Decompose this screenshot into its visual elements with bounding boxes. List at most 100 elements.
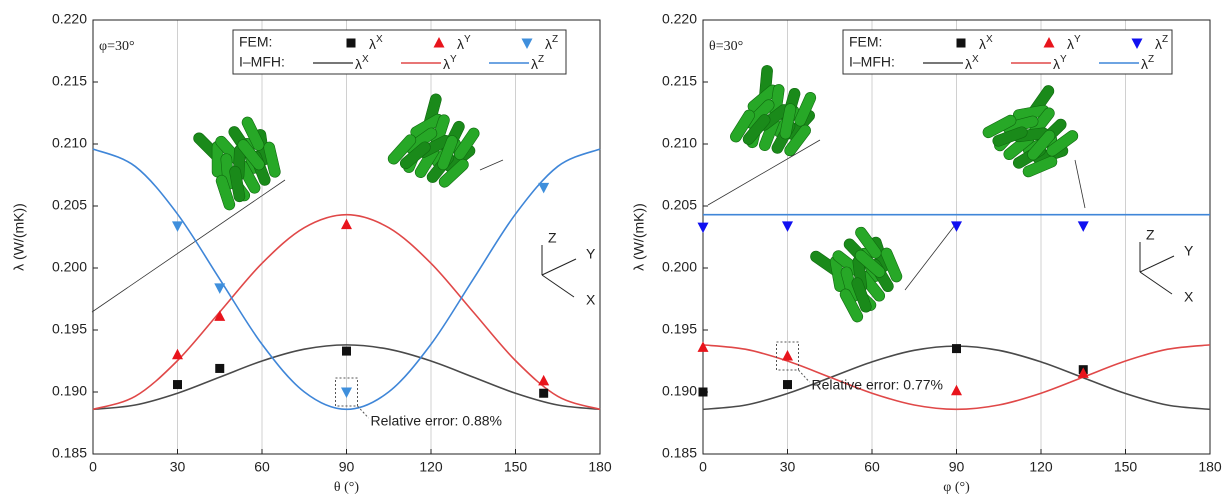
pointer-arrow [1074, 159, 1086, 209]
triad-axis [1139, 271, 1173, 295]
x-tick-label: 60 [864, 459, 880, 475]
fiber [237, 139, 265, 171]
x-tick-label: 180 [1198, 459, 1222, 475]
note: Relative error: 0.77% [812, 377, 944, 393]
y-tick-label: 0.200 [52, 259, 87, 275]
y-tick-label: 0.190 [52, 383, 87, 399]
fiber [1022, 155, 1058, 178]
fiber [263, 141, 281, 178]
x-tick-label: 0 [89, 459, 97, 475]
fiber [229, 165, 246, 203]
note-box [776, 341, 799, 371]
marker [341, 387, 352, 398]
x-axis-title: θ (°) [334, 480, 359, 495]
triad-label: Z [548, 230, 557, 246]
fiber [784, 124, 811, 157]
y-tick-label: 0.200 [662, 259, 697, 275]
fiber-cluster [387, 93, 480, 188]
marker [1077, 221, 1089, 232]
marker [433, 37, 445, 48]
marker [346, 38, 356, 48]
pointer-arrow [904, 224, 956, 291]
legend-label: λX [355, 54, 369, 72]
legend-label: λY [443, 54, 457, 72]
legend-label: λY [1053, 54, 1067, 72]
fiber [453, 127, 480, 160]
legend-label: λZ [1155, 34, 1168, 52]
triad-axis [1139, 255, 1175, 273]
y-tick-label: 0.195 [662, 321, 697, 337]
marker [538, 182, 550, 194]
legend-title: FEM: [239, 34, 272, 50]
panel-annotation: θ=30° [709, 39, 743, 54]
triad-label: X [586, 292, 596, 308]
y-tick-label: 0.215 [52, 73, 87, 89]
y-axis-title: λ (W/(mK)) [11, 203, 27, 271]
legend-title: I–MFH: [849, 54, 895, 70]
note-box [335, 377, 358, 407]
fiber-cluster [982, 85, 1079, 178]
fiber [437, 135, 458, 171]
y-tick-label: 0.205 [52, 197, 87, 213]
triad-axis [541, 258, 577, 276]
legend-label: λZ [1141, 54, 1154, 72]
triad-label: Z [1146, 227, 1155, 243]
fiber [851, 277, 872, 313]
triad-axis [541, 274, 575, 298]
x-tick-label: 120 [419, 459, 443, 475]
fiber [387, 134, 417, 165]
fiber [438, 158, 469, 188]
x-tick-label: 90 [949, 459, 965, 475]
marker [951, 221, 962, 232]
fiber [880, 247, 903, 283]
marker [782, 221, 793, 232]
y-tick-label: 0.195 [52, 321, 87, 337]
fiber [730, 109, 755, 143]
line-series [702, 344, 1211, 411]
x-tick-label: 60 [254, 459, 270, 475]
marker [951, 384, 962, 396]
fiber-cluster [810, 226, 903, 323]
y-tick-label: 0.185 [52, 445, 87, 461]
fiber [399, 141, 431, 170]
fiber [1027, 129, 1056, 161]
marker [521, 38, 533, 49]
marker [215, 363, 225, 373]
marker [697, 222, 709, 234]
marker [782, 350, 793, 361]
fiber [854, 249, 886, 278]
y-tick-label: 0.210 [52, 135, 87, 151]
fiber-cluster [193, 116, 281, 211]
legend-label: λX [979, 34, 993, 52]
marker [172, 348, 183, 360]
fiber [839, 288, 864, 323]
plot-frame [702, 19, 1211, 455]
triad-label: Y [586, 246, 596, 262]
legend-box [232, 29, 567, 75]
marker [956, 38, 966, 48]
x-tick-label: 90 [339, 459, 355, 475]
marker [173, 380, 182, 390]
fiber [982, 114, 1017, 139]
fiber [1046, 130, 1079, 157]
legend-title: I–MFH: [239, 54, 285, 70]
y-tick-label: 0.220 [662, 11, 697, 27]
y-tick-label: 0.215 [662, 73, 697, 89]
fiber [742, 114, 771, 145]
y-tick-label: 0.205 [662, 197, 697, 213]
x-tick-label: 0 [699, 459, 707, 475]
fiber [855, 226, 882, 259]
x-tick-label: 150 [504, 459, 528, 475]
legend-label: λX [369, 34, 383, 52]
fiber [779, 103, 797, 140]
marker [538, 374, 550, 386]
y-axis-title: λ (W/(mK)) [631, 203, 647, 271]
legend-label: λX [965, 54, 979, 72]
legend-label: λY [1067, 34, 1081, 52]
marker [1077, 367, 1089, 378]
fiber [215, 174, 236, 211]
marker [1043, 37, 1055, 48]
triad-label: X [1184, 289, 1194, 305]
fiber [794, 92, 817, 127]
